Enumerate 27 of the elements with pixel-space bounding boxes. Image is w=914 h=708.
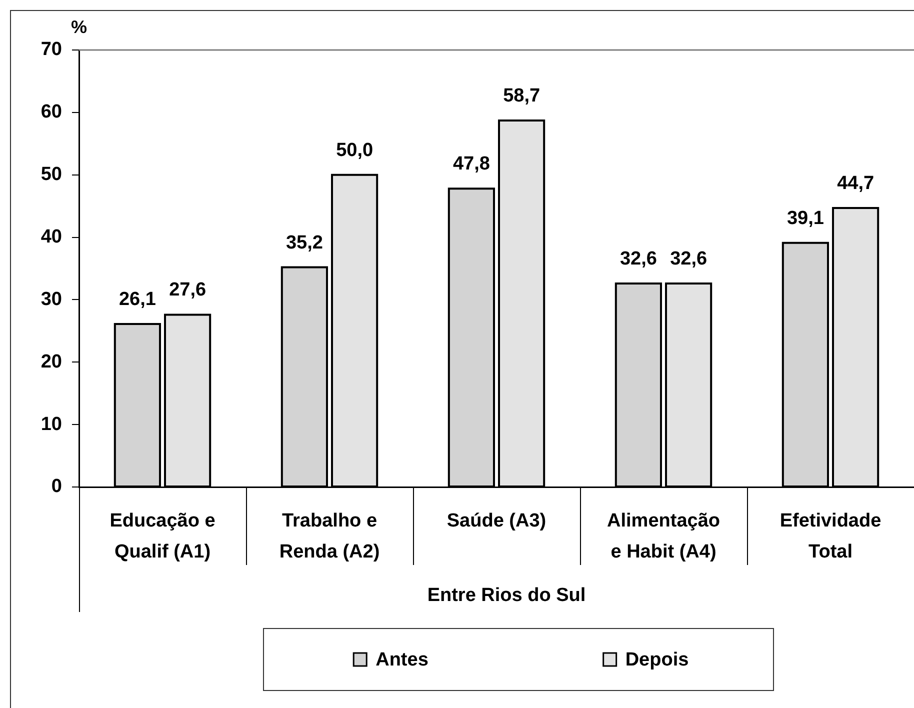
y-tick-label: 20 xyxy=(40,351,62,372)
x-axis-title: Entre Rios do Sul xyxy=(427,585,586,606)
x-tick-label: Trabalho e Renda (A2) xyxy=(279,510,380,563)
data-label: 35,2 xyxy=(286,232,323,254)
data-label: 44,7 xyxy=(837,172,874,194)
data-label: 50,0 xyxy=(336,140,374,161)
x-tick-label: Efetividade Total xyxy=(780,510,882,563)
data-label: 58,7 xyxy=(503,86,540,107)
data-label: 27,6 xyxy=(169,280,206,301)
y-tick-label: 10 xyxy=(40,414,62,435)
y-tick-label: 40 xyxy=(40,226,62,248)
y-axis-title: % xyxy=(70,16,88,37)
legend-label: Depois xyxy=(625,650,689,671)
data-label: 39,1 xyxy=(786,208,824,229)
y-tick-label: 60 xyxy=(40,102,62,123)
x-tick-label: Alimentação e Habit (A4) xyxy=(607,510,720,563)
data-label: 32,6 xyxy=(620,248,657,270)
data-label: 26,1 xyxy=(118,289,156,310)
data-label: 32,6 xyxy=(670,248,708,270)
legend-label: Antes xyxy=(376,650,428,671)
x-tick-label: Educação e Qualif (A1) xyxy=(110,510,216,563)
y-tick-label: 50 xyxy=(40,164,62,186)
y-tick-label: 70 xyxy=(40,39,62,60)
x-tick-label: Saúde (A3) xyxy=(446,510,546,532)
y-tick-label: 30 xyxy=(40,288,62,310)
data-label: 47,8 xyxy=(452,154,490,175)
y-tick-label: 0 xyxy=(51,476,62,498)
